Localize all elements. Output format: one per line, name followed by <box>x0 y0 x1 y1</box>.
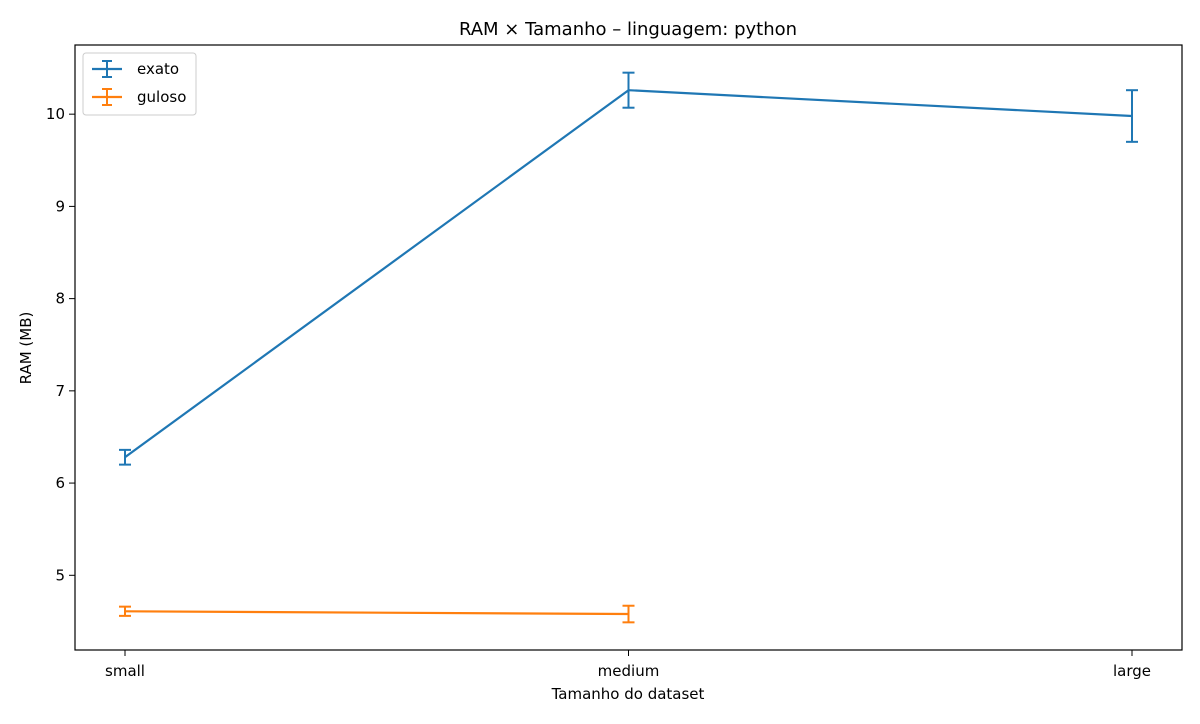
y-tick-label-10: 10 <box>46 105 65 123</box>
legend-label-exato: exato <box>137 60 179 78</box>
plot-area: small medium large 5 6 7 8 9 10 <box>46 71 1151 680</box>
error-bar-exato-small <box>119 448 131 466</box>
legend: exato guloso <box>82 52 197 116</box>
error-bar-exato-medium <box>622 71 635 109</box>
x-tick-label-small: small <box>105 662 145 680</box>
x-tick-label-large: large <box>1113 662 1151 680</box>
legend-entry-exato: exato <box>92 60 179 78</box>
y-tick-label-5: 5 <box>55 566 65 584</box>
legend-label-guloso: guloso <box>137 88 186 106</box>
y-tick-label-6: 6 <box>55 474 65 492</box>
legend-entry-guloso: guloso <box>92 88 186 106</box>
y-axis-label: RAM (MB) <box>17 312 35 385</box>
y-tick-label-9: 9 <box>55 197 65 215</box>
x-axis-label: Tamanho do dataset <box>551 685 705 703</box>
series-line-guloso <box>124 610 629 616</box>
error-bar-guloso-small <box>119 605 131 617</box>
error-bar-guloso-medium <box>622 604 635 624</box>
x-tick-label-medium: medium <box>598 662 660 680</box>
y-tick-label-7: 7 <box>55 382 65 400</box>
error-bar-exato-large <box>1126 89 1138 143</box>
plot-frame <box>74 44 1183 651</box>
chart-title: RAM × Tamanho – linguagem: python <box>459 19 797 40</box>
y-tick-label-8: 8 <box>55 290 65 308</box>
